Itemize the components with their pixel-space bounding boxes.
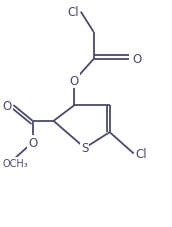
Text: O: O <box>70 74 79 87</box>
Text: Cl: Cl <box>135 147 147 160</box>
Text: S: S <box>81 142 89 155</box>
Text: O: O <box>3 99 12 112</box>
Text: O: O <box>28 136 37 149</box>
Text: Cl: Cl <box>68 6 79 19</box>
Text: O: O <box>132 53 141 66</box>
Text: OCH₃: OCH₃ <box>2 158 28 168</box>
